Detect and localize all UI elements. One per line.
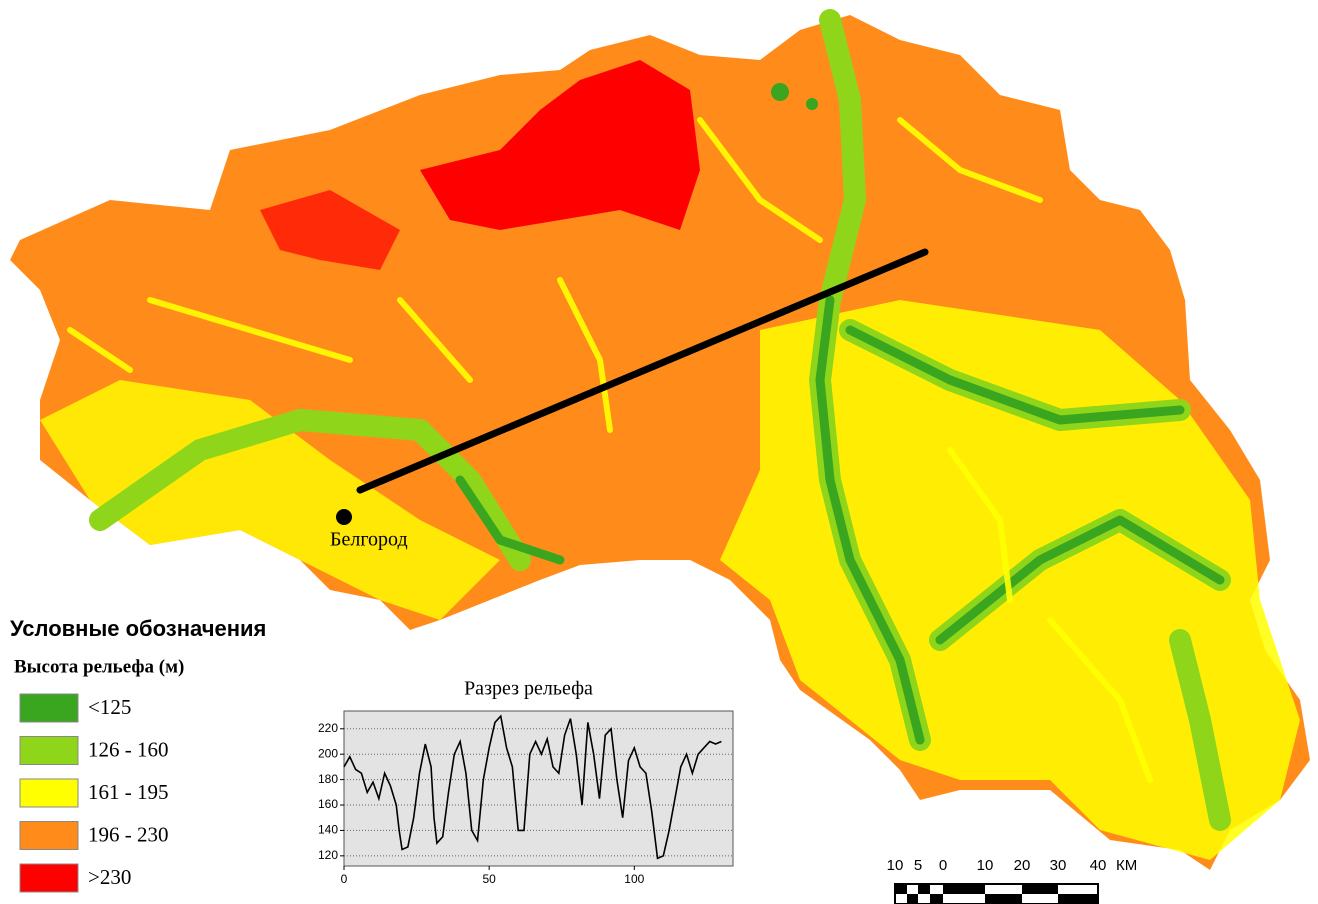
page: Белгород Условные обозначения Высота рел… [0,0,1318,904]
plot-area [344,711,733,866]
scale-segment [985,894,1022,904]
legend-label: 196 - 230 [88,822,169,846]
legend-swatch [20,864,78,892]
scale-segment [943,884,985,894]
scale-unit: КМ [1116,857,1137,874]
scale-label: 5 [914,857,922,874]
legend-swatch [20,694,78,722]
scale-label: 10 [887,857,904,874]
map: Белгород Условные обозначения Высота рел… [0,0,1318,904]
legend: <125 126 - 160 161 - 195 196 - 230 >230 [20,694,169,892]
scale-label: 30 [1050,857,1067,874]
legend-label: >230 [88,865,131,889]
scale-segment [1022,884,1058,894]
scale-segment [1058,894,1098,904]
y-tick-label: 140 [318,823,338,837]
legend-swatch [20,822,78,850]
y-tick-label: 220 [318,721,338,735]
scale-label: 0 [939,857,947,874]
x-tick-label: 100 [624,872,644,886]
legend-swatch [20,779,78,807]
y-tick-label: 120 [318,848,338,862]
legend-label: <125 [88,695,131,719]
profile-chart: Разрез рельефа 120 140 160 180 200 220 0 50 100 [318,678,733,887]
legend-label: 126 - 160 [88,737,169,761]
scale-segment [930,894,943,904]
scale-segment [907,894,918,904]
scale-label: 20 [1014,857,1031,874]
y-tick-label: 160 [318,797,338,811]
y-tick-label: 180 [318,772,338,786]
chart-title: Разрез рельефа [464,678,593,700]
scale-segment [918,884,930,894]
scale-label: 40 [1090,857,1107,874]
city-marker [336,509,352,525]
scale-segment [895,884,907,894]
legend-title: Условные обозначения [10,616,266,641]
x-tick-label: 50 [482,872,496,886]
legend-subtitle: Высота рельефа (м) [14,656,184,677]
legend-label: 161 - 195 [88,780,169,804]
legend-swatch [20,737,78,765]
scale-label: 10 [977,857,994,874]
y-tick-label: 200 [318,746,338,760]
x-tick-label: 0 [341,872,348,886]
city-label: Белгород [330,529,408,551]
